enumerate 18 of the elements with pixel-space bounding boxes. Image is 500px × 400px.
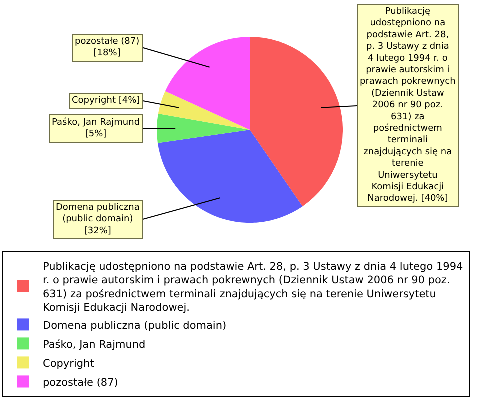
pie-slice bbox=[165, 37, 250, 130]
data-label: [18%] bbox=[94, 48, 121, 59]
slice-label: Paśko, Jan Rajmund bbox=[52, 117, 140, 128]
category-label: Publikację udostępniono na podstawie Art. 28, p. 3 Ustawy z dnia 4 lutego 1994 r. o prawie autorskim i prawach pokrewnych (Dziennik Ustaw 2006 nr 90 poz. 631) za pośrednictwem terminali znajdujących się na terenie Uniwersytetu Komisji Edukacji Narodowej. [40%] bbox=[360, 7, 456, 204]
legend-label: Domena publiczna (public domain) bbox=[43, 320, 227, 332]
slice-label: Domena publiczna (public domain) bbox=[56, 203, 140, 225]
slice-label: pozostałe (87) bbox=[75, 37, 140, 47]
data-label: [32%] bbox=[84, 226, 112, 236]
pie-slice bbox=[158, 130, 303, 223]
legend-label: Paśko, Jan Rajmund bbox=[43, 338, 146, 351]
legend-label: Publikację udostępniono na podstawie Art. 28, p. 3 Ustawy z dnia 4 lutego 1994 r. o prawie autorskim i prawach pokrewnych (Dziennik Ustaw 2006 nr 90 poz. 631) za pośrednictwem terminali znajdujących się na terenie Uniwersytetu Komisji Edukacji Narodowej. bbox=[43, 261, 464, 314]
pie-slice bbox=[157, 114, 250, 144]
data-label: [5%] bbox=[85, 130, 107, 140]
pie-slice bbox=[158, 91, 250, 130]
category-label: Copyright [4%] bbox=[72, 96, 140, 106]
pie-slice bbox=[250, 37, 343, 207]
legend-label: pozostałe (87) bbox=[43, 376, 118, 389]
legend-label: Copyright bbox=[43, 358, 94, 370]
